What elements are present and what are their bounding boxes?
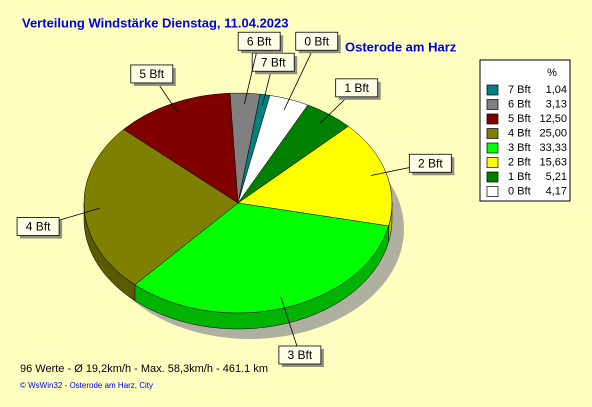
slice-label: 2 Bft [418,156,443,170]
credit: © WsWin32 - Osterode am Harz, City [20,381,153,390]
label-box [237,31,281,51]
legend-swatch [486,142,499,154]
legend-swatch [486,157,499,168]
label-box [295,31,339,51]
legend-value: 5,21 [546,171,567,183]
label-box [278,345,322,365]
legend-swatch [486,84,499,96]
legend-swatch [486,186,499,197]
slice-label: 3 Bft [288,348,313,362]
slice-label: 1 Bft [344,81,369,95]
legend-label: 4 Bft [508,127,531,139]
chart-title: Verteilung Windstärke Dienstag, 11.04.20… [22,15,289,30]
callout-line [280,297,301,356]
slice-label: 0 Bft [304,34,329,48]
label-box [335,78,379,98]
label-box [130,64,174,84]
legend-swatch [486,128,499,139]
legend-label: 1 Bft [508,171,531,183]
legend-value: 33,33 [539,142,567,154]
legend-value: 12,50 [539,113,567,125]
legend-label: 0 Bft [508,185,531,197]
legend-label: 5 Bft [508,113,531,125]
legend-label: 3 Bft [508,142,531,154]
slice-label: 7 Bft [261,55,286,69]
legend-label: 2 Bft [508,156,531,168]
footer: 96 Werte - Ø 19,2km/h - Max. 58,3km/h - … [20,363,268,375]
slice [134,202,389,314]
legend-swatch [486,171,499,183]
label-box [408,153,452,173]
legend-value: 4,17 [546,185,567,197]
legend-value: 15,63 [539,156,567,168]
legend-value: 25,00 [539,127,567,139]
legend-swatch [486,113,499,125]
label-box [16,217,60,236]
slice-label: 4 Bft [26,220,51,234]
legend-label: 6 Bft [508,98,531,110]
slice [83,129,239,286]
legend-value: 3,13 [546,98,567,110]
legend-value: 1,04 [546,84,567,96]
chart-subtitle: Osterode am Harz [345,39,457,54]
slice-label: 6 Bft [247,34,272,48]
legend-title: % [547,67,557,79]
slice-label: 5 Bft [139,67,164,81]
legend-label: 7 Bft [508,84,531,96]
legend-swatch [486,99,499,110]
